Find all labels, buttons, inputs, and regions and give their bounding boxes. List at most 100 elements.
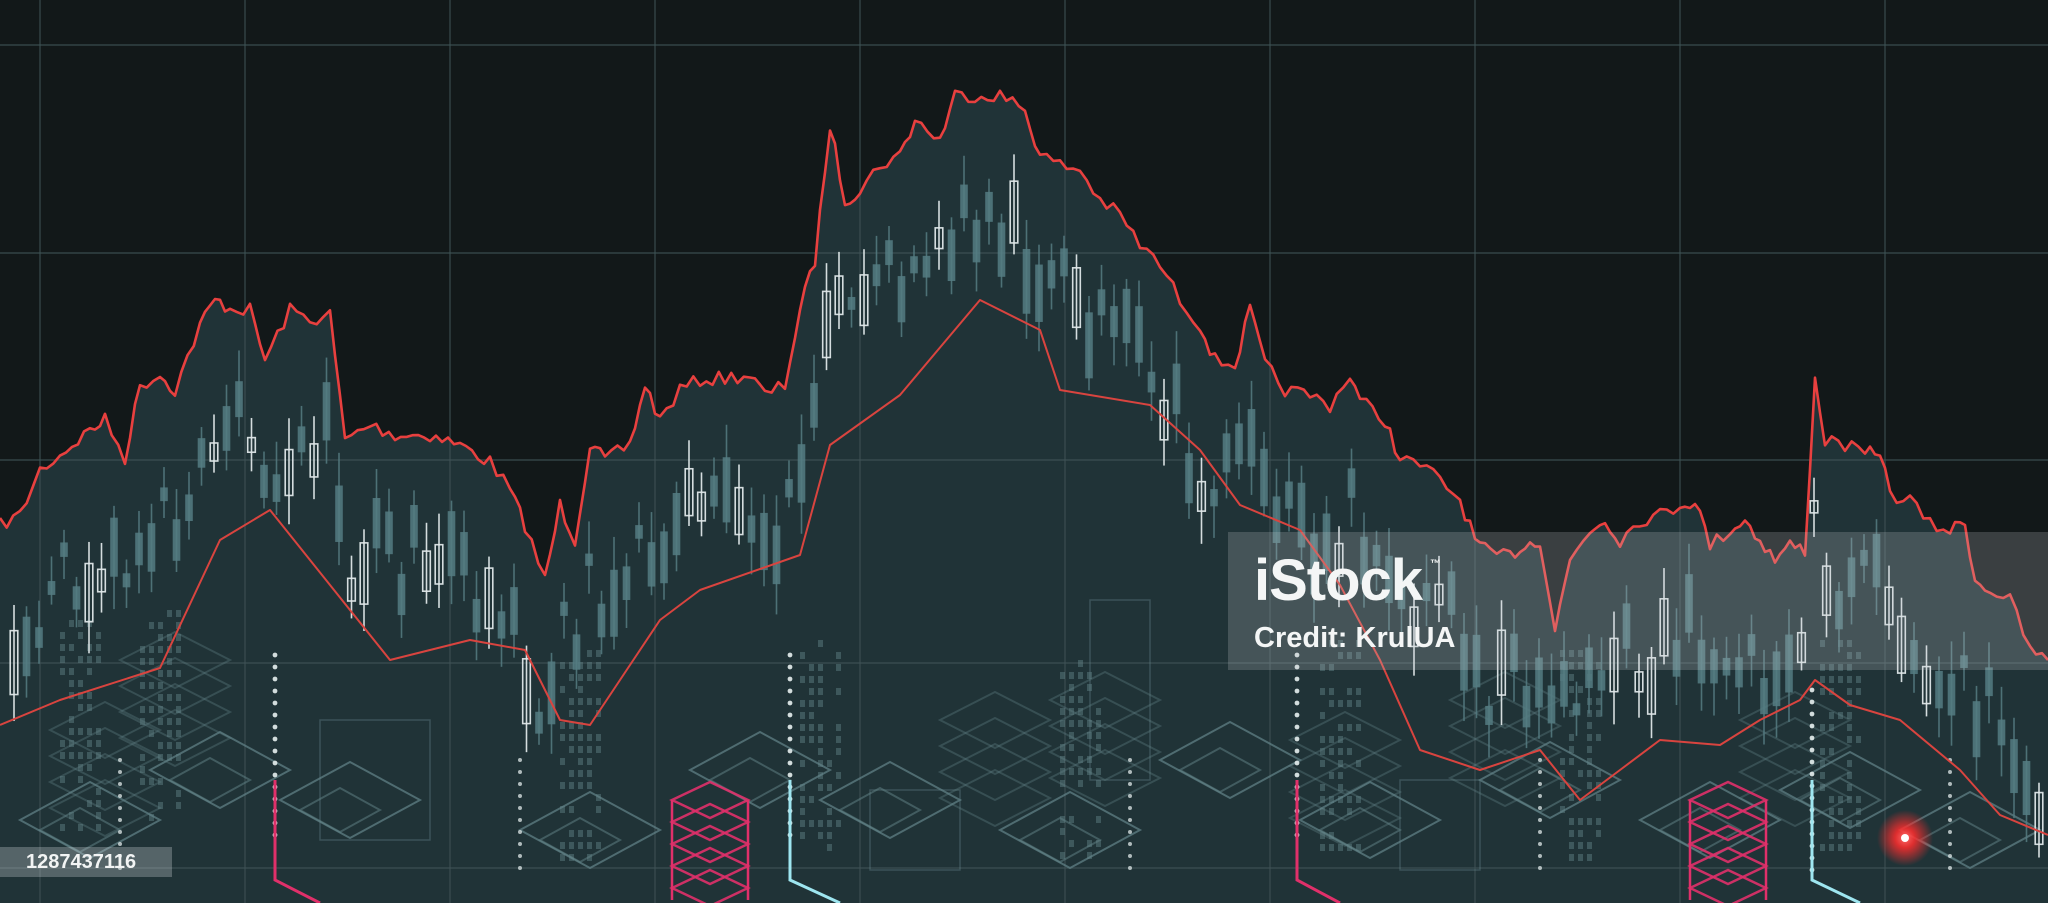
binary-dot bbox=[158, 778, 163, 785]
dotted-line-dot bbox=[518, 854, 522, 858]
candle-body bbox=[1047, 260, 1056, 289]
isometric-tile bbox=[1287, 762, 1403, 822]
binary-dot bbox=[1060, 720, 1065, 727]
candle-body bbox=[872, 264, 881, 287]
binary-dot bbox=[1069, 708, 1074, 715]
isometric-tile bbox=[1737, 768, 1853, 828]
isometric-tile bbox=[1047, 722, 1163, 782]
binary-dot bbox=[176, 718, 181, 725]
binary-dot bbox=[578, 842, 583, 849]
binary-dot bbox=[87, 728, 92, 735]
candle-body bbox=[1360, 536, 1368, 585]
candle-body bbox=[1535, 657, 1543, 708]
binary-dot bbox=[1078, 756, 1083, 763]
candle-body bbox=[1434, 583, 1444, 606]
binary-dot bbox=[1087, 720, 1092, 727]
candle-body bbox=[1060, 248, 1068, 277]
dotted-line-dot bbox=[1809, 771, 1815, 777]
binary-dot bbox=[140, 646, 145, 653]
binary-dot bbox=[1578, 770, 1583, 777]
dotted-line-dot bbox=[1538, 866, 1542, 870]
binary-dot bbox=[569, 806, 574, 813]
binary-dot bbox=[1087, 672, 1092, 679]
binary-dot bbox=[578, 698, 583, 705]
binary-dot bbox=[1569, 746, 1574, 753]
binary-dot bbox=[96, 644, 101, 651]
isometric-tile bbox=[47, 778, 163, 838]
dotted-line-dot bbox=[118, 830, 122, 834]
binary-dot bbox=[836, 748, 841, 755]
dotted-line-dot bbox=[1948, 866, 1952, 870]
binary-dot bbox=[1569, 734, 1574, 741]
dotted-line-dot bbox=[118, 854, 122, 858]
binary-dot bbox=[1356, 700, 1361, 707]
isometric-tile bbox=[1287, 736, 1403, 796]
binary-dot bbox=[587, 830, 592, 837]
binary-dot bbox=[176, 730, 181, 737]
candle-body bbox=[572, 634, 581, 670]
binary-dot bbox=[69, 812, 74, 819]
binary-dot bbox=[176, 634, 181, 641]
binary-dot bbox=[800, 808, 805, 815]
binary-dot bbox=[1320, 712, 1325, 719]
binary-dot bbox=[176, 754, 181, 761]
isometric-tile bbox=[937, 768, 1053, 828]
binary-dot bbox=[60, 824, 65, 831]
binary-dot bbox=[158, 622, 163, 629]
dotted-line-dot bbox=[1948, 806, 1952, 810]
dotted-line-dot bbox=[518, 794, 522, 798]
isometric-tile bbox=[1447, 722, 1563, 782]
binary-dot bbox=[1356, 760, 1361, 767]
candle-body bbox=[1422, 583, 1431, 602]
binary-dot bbox=[1069, 816, 1074, 823]
binary-dot bbox=[1560, 782, 1565, 789]
binary-dot bbox=[140, 754, 145, 761]
binary-dot bbox=[809, 700, 814, 707]
binary-dot bbox=[158, 670, 163, 677]
binary-dot bbox=[596, 794, 601, 801]
binary-dot bbox=[1078, 660, 1083, 667]
binary-dot bbox=[818, 772, 823, 779]
isometric-tile bbox=[837, 786, 923, 834]
dotted-line-dot bbox=[1128, 842, 1132, 846]
candle-body bbox=[309, 443, 319, 478]
candle-body bbox=[696, 491, 707, 522]
isometric-tile bbox=[117, 656, 233, 716]
binary-dot bbox=[1820, 724, 1825, 731]
isometric-tile bbox=[1737, 742, 1853, 802]
candle-body bbox=[1921, 665, 1932, 705]
binary-dot bbox=[800, 784, 805, 791]
binary-dot bbox=[149, 682, 154, 689]
binary-dot bbox=[800, 832, 805, 839]
candle-body bbox=[1185, 453, 1193, 504]
binary-dot bbox=[560, 686, 565, 693]
binary-dot bbox=[1847, 652, 1852, 659]
binary-dot bbox=[1060, 828, 1065, 835]
dotted-line-dot bbox=[787, 664, 793, 670]
dotted-line-dot bbox=[1538, 854, 1542, 858]
pink-connector bbox=[1295, 780, 1341, 903]
binary-dot bbox=[1587, 746, 1592, 753]
candle-body bbox=[1710, 649, 1718, 684]
binary-dot bbox=[560, 806, 565, 813]
candle-body bbox=[710, 475, 718, 507]
glow-dot-core bbox=[1901, 834, 1909, 842]
binary-dot bbox=[1829, 664, 1834, 671]
binary-dot bbox=[1569, 686, 1574, 693]
candle-body bbox=[96, 568, 107, 593]
candle-body bbox=[1659, 598, 1669, 657]
binary-dot bbox=[69, 644, 74, 651]
candle-body bbox=[1260, 448, 1268, 507]
binary-dot bbox=[818, 760, 823, 767]
binary-dot bbox=[818, 676, 823, 683]
binary-dot bbox=[569, 698, 574, 705]
isometric-tile bbox=[117, 708, 233, 768]
dotted-line-dot bbox=[118, 842, 122, 846]
binary-dot bbox=[569, 674, 574, 681]
candle-body bbox=[547, 661, 556, 725]
dotted-line-dot bbox=[1294, 712, 1300, 718]
candle-body bbox=[1085, 312, 1093, 379]
isometric-tile bbox=[1047, 748, 1163, 808]
binary-dot bbox=[176, 802, 181, 809]
